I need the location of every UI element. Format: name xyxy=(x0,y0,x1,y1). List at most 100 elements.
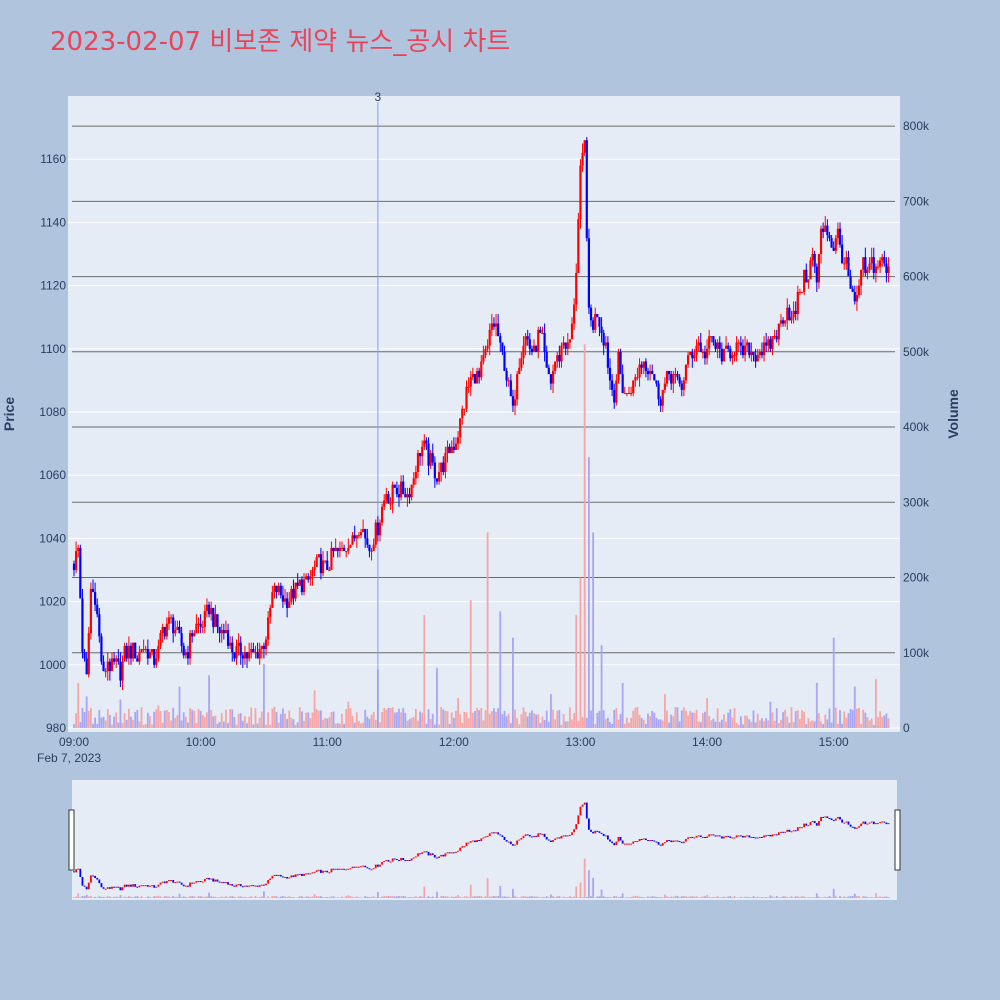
candle-body xyxy=(100,636,103,662)
mini-candle xyxy=(554,838,557,841)
mini-candle xyxy=(389,861,392,863)
candle-body xyxy=(402,481,405,495)
mini-candle xyxy=(611,841,614,844)
mini-volume-bar xyxy=(317,896,320,898)
volume-bar xyxy=(735,722,738,728)
volume-bar xyxy=(463,711,466,728)
candle-body xyxy=(340,547,344,549)
candle-body xyxy=(237,642,240,646)
mini-candle xyxy=(429,853,432,856)
volume-bar xyxy=(187,722,189,728)
mini-candle xyxy=(159,882,162,885)
mini-candle xyxy=(478,840,481,842)
candle-body xyxy=(874,266,877,273)
range-slider[interactable] xyxy=(72,780,897,900)
volume-bar xyxy=(585,717,588,728)
mini-volume-bar xyxy=(813,897,816,898)
candle-body xyxy=(423,440,426,447)
candle-body xyxy=(803,269,806,292)
candle-body xyxy=(364,528,367,539)
mini-volume-bar xyxy=(676,895,679,898)
candle-body xyxy=(722,348,726,362)
volume-bar xyxy=(195,723,198,728)
candle-body xyxy=(659,399,662,406)
mini-candle xyxy=(246,885,248,887)
volume-bar xyxy=(870,718,873,728)
candle-body xyxy=(425,440,428,444)
mini-candle xyxy=(155,886,158,888)
volume-bar xyxy=(364,709,367,728)
candle-body xyxy=(754,355,757,362)
mini-candle xyxy=(113,886,115,888)
candle-body xyxy=(302,579,306,593)
candle-body xyxy=(499,336,502,343)
mini-candle xyxy=(364,865,367,868)
volume-bar xyxy=(520,714,523,728)
volume-bar xyxy=(708,716,711,728)
mini-candle xyxy=(305,873,308,875)
volume-bar xyxy=(225,709,227,728)
candle-body xyxy=(224,630,228,634)
volume-bar xyxy=(193,710,196,728)
candle-body xyxy=(433,462,436,479)
mini-volume-bar xyxy=(636,895,639,898)
volume-bar xyxy=(554,719,557,728)
mini-candle xyxy=(588,818,590,830)
volume-bar xyxy=(569,707,571,728)
candle-body xyxy=(180,633,183,646)
volume-bar xyxy=(623,723,626,728)
mini-volume-bar xyxy=(701,896,704,898)
candle-body xyxy=(408,494,411,498)
mini-candle xyxy=(520,837,523,840)
mini-volume-bar xyxy=(847,896,850,898)
candle-body xyxy=(868,263,871,270)
mini-volume-bar xyxy=(653,896,656,898)
candle-body xyxy=(387,494,390,504)
mini-candle xyxy=(718,835,721,837)
candle-body xyxy=(172,617,175,634)
mini-volume-bar xyxy=(136,896,139,898)
mini-candle xyxy=(697,835,700,837)
volume-bar xyxy=(170,720,172,728)
mini-volume-bar xyxy=(381,896,383,898)
candle-body xyxy=(864,257,867,273)
range-slider-left-handle[interactable] xyxy=(68,809,75,871)
mini-candle xyxy=(151,885,153,887)
annotation: 3 xyxy=(375,90,382,728)
mini-volume-bar xyxy=(446,896,449,898)
candle-body xyxy=(448,446,451,454)
volume-bar xyxy=(121,722,124,728)
mini-volume-bar xyxy=(657,897,660,898)
mini-volume-bar xyxy=(670,896,673,898)
mini-volume-bar xyxy=(193,896,196,898)
volume-bar xyxy=(541,716,544,728)
volume-bar xyxy=(820,721,822,728)
volume-bar xyxy=(347,701,350,728)
candle-body xyxy=(226,630,230,646)
mini-candle xyxy=(556,837,559,839)
candle-body xyxy=(475,370,479,384)
candle-body xyxy=(646,370,650,375)
mini-candle xyxy=(758,836,761,838)
range-slider-right-handle[interactable] xyxy=(894,809,901,871)
mini-volume-bar xyxy=(811,897,814,898)
mini-volume-bar xyxy=(174,896,177,898)
mini-candle xyxy=(132,884,134,887)
mini-candle xyxy=(349,868,352,870)
volume-bar xyxy=(374,719,377,728)
mini-candle xyxy=(750,836,753,838)
mini-volume-bar xyxy=(621,893,624,898)
mini-volume-bar xyxy=(739,896,742,898)
mini-volume-bar xyxy=(832,888,835,898)
volume-bar xyxy=(414,709,417,728)
candle-body xyxy=(532,345,536,352)
mini-volume-bar xyxy=(400,896,402,898)
candle-body xyxy=(450,446,453,454)
candle-body xyxy=(743,345,747,356)
volume-bar xyxy=(301,711,303,728)
mini-candle xyxy=(127,884,130,887)
mini-candle xyxy=(784,831,787,833)
mini-candle xyxy=(577,815,580,825)
candle-body xyxy=(691,351,694,359)
mini-candle xyxy=(720,836,723,839)
